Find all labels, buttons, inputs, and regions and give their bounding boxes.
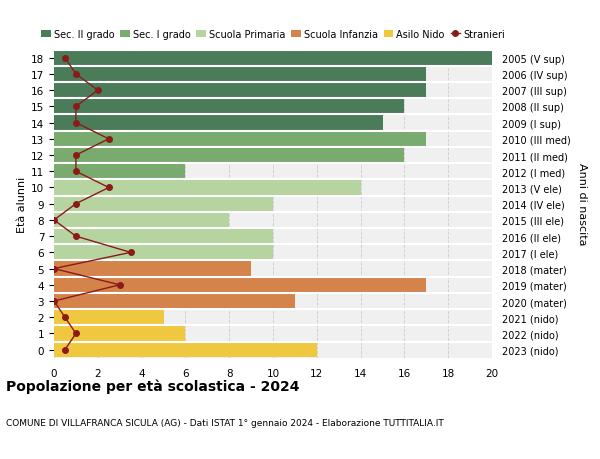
Bar xyxy=(54,165,185,179)
Bar xyxy=(54,230,273,244)
Y-axis label: Età alunni: Età alunni xyxy=(17,176,27,232)
Bar xyxy=(54,132,426,146)
Bar xyxy=(54,294,295,308)
Bar xyxy=(54,116,383,130)
Bar xyxy=(54,310,163,325)
Bar xyxy=(54,197,273,212)
Bar xyxy=(54,262,251,276)
Bar xyxy=(54,246,273,260)
Bar xyxy=(54,51,492,66)
Bar xyxy=(54,327,185,341)
Text: COMUNE DI VILLAFRANCA SICULA (AG) - Dati ISTAT 1° gennaio 2024 - Elaborazione TU: COMUNE DI VILLAFRANCA SICULA (AG) - Dati… xyxy=(6,418,444,427)
Bar xyxy=(54,213,229,228)
Bar xyxy=(54,67,426,82)
Bar xyxy=(54,84,426,98)
Bar xyxy=(54,181,361,195)
Text: Popolazione per età scolastica - 2024: Popolazione per età scolastica - 2024 xyxy=(6,379,299,393)
Bar xyxy=(54,343,317,357)
Y-axis label: Anni di nascita: Anni di nascita xyxy=(577,163,587,246)
Bar xyxy=(54,278,426,292)
Bar xyxy=(54,149,404,163)
Legend: Sec. II grado, Sec. I grado, Scuola Primaria, Scuola Infanzia, Asilo Nido, Stran: Sec. II grado, Sec. I grado, Scuola Prim… xyxy=(41,29,505,39)
Bar xyxy=(54,100,404,114)
